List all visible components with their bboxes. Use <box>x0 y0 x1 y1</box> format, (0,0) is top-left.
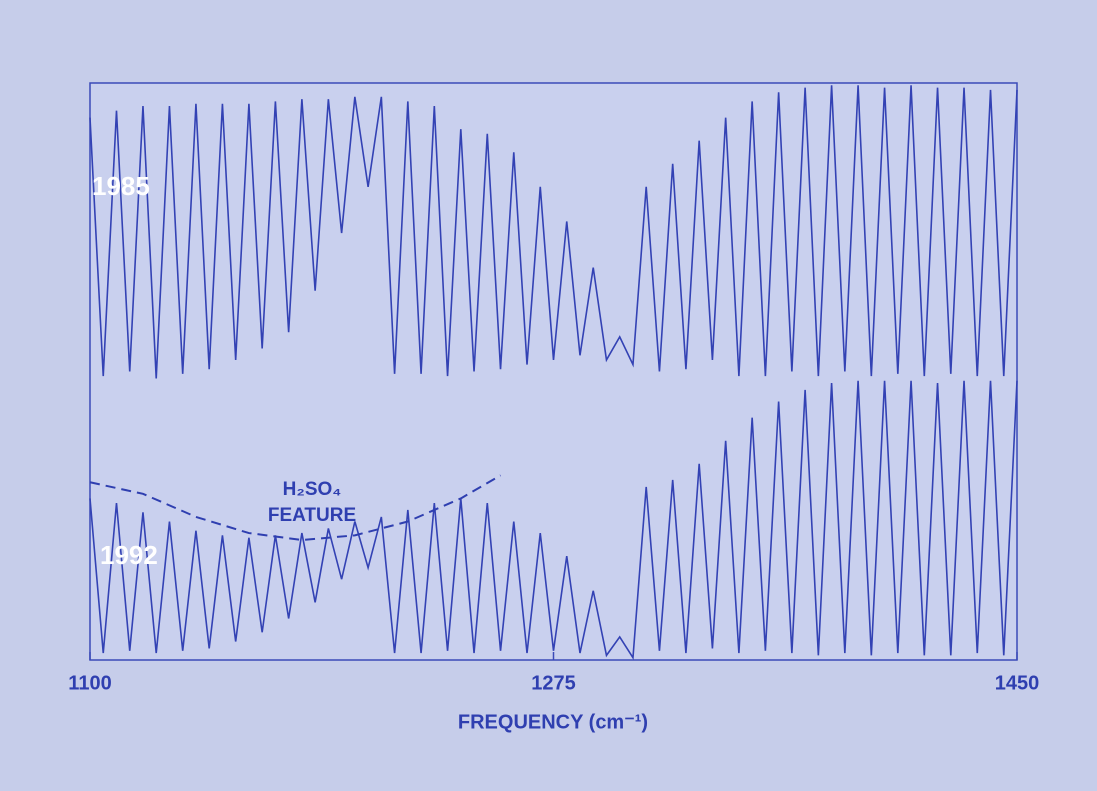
x-tick-label: 1275 <box>531 672 576 694</box>
spectrum-line <box>89 85 1018 379</box>
annotation: FEATURE <box>268 505 356 526</box>
series-label: 1992 <box>100 540 158 570</box>
series-label: 1985 <box>92 171 150 201</box>
spectrum-line <box>89 380 1018 661</box>
plot-frame <box>89 82 1018 661</box>
x-axis-label: FREQUENCY (cm⁻¹) <box>458 711 648 733</box>
dashed-curve <box>89 474 502 541</box>
annotation: H₂SO₄ <box>283 479 342 500</box>
x-tick-label: 1100 <box>68 672 111 694</box>
x-tick-label: 1450 <box>995 672 1040 694</box>
